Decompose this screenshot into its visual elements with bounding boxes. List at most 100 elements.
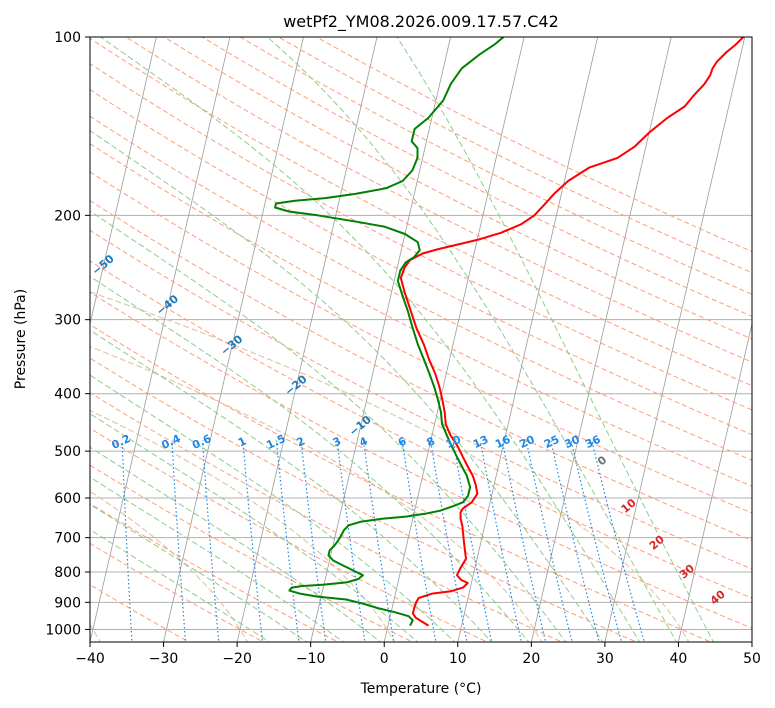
x-axis-ticks: −40 −30 −20 −10 0 10 20 30 40 50 [75,642,761,667]
mixing-ratio-line [300,440,327,642]
mixing-ratio-line [591,440,645,642]
mixing-ratio-line [336,440,366,642]
x-tick-label: 20 [522,651,540,667]
mixing-ratio-line [501,440,547,642]
dry-adiabats [90,37,752,642]
mixing-ratio-label: 30 [562,433,582,451]
mixing-ratio-label: 25 [542,433,561,451]
dry-adiabat [90,291,752,629]
mixing-ratio-line [570,440,623,642]
chart-title: wetPf2_YM08.2026.009.17.57.C42 [283,12,559,32]
moist-adiabat [90,476,345,642]
x-tick-label: 10 [449,651,467,667]
x-tick-label: 30 [596,651,614,667]
isotherm-line [90,37,231,642]
mixing-ratio-label: 10 [444,433,464,451]
temperature-profile-line [399,37,745,627]
mixing-ratio-line [429,440,468,642]
moist-adiabats [90,37,714,642]
upper-isotherm-curve [90,291,690,642]
moist-adiabat [267,37,678,642]
upper-isotherm-curve [90,409,396,642]
mixing-ratio-lines [121,440,645,642]
moist-adiabat [90,130,604,642]
profile-series [274,37,745,627]
isotherm-line [604,37,746,642]
dry-adiabat [90,115,752,461]
upper-isotherm-curve [90,490,249,642]
x-tick-label: −10 [296,651,326,667]
isotherm-line [457,37,599,642]
y-tick-label: 1000 [45,622,81,638]
dry-adiabat [90,503,339,642]
x-axis-label: Temperature (°C) [360,681,482,697]
isotherm-line [383,37,525,642]
mixing-ratio-line [401,440,437,642]
dry-adiabat [90,260,752,599]
x-tick-label: −40 [75,651,105,667]
mixing-ratio-line [121,440,133,642]
dry-adiabat [90,392,563,642]
dry-adiabat [90,200,752,542]
mixing-ratio-line [171,440,187,642]
dry-adiabat [90,63,752,411]
isotherm-line [530,37,672,642]
mixing-ratio-label: 16 [493,433,513,451]
x-tick-label: −20 [222,651,252,667]
moist-adiabat [90,329,493,642]
y-tick-label: 600 [54,491,81,507]
mixing-ratio-line [452,440,493,642]
moist-adiabat [90,275,530,642]
mixing-ratio-line [525,440,573,642]
x-tick-label: 0 [380,651,389,667]
mixing-ratio-label: 20 [517,433,537,451]
moist-adiabat [90,413,419,642]
y-tick-label: 700 [54,531,81,547]
isotherm-gridlines [90,37,752,642]
isotherm-line [310,37,451,642]
moist-adiabat [396,37,714,642]
y-tick-label: 400 [54,387,81,403]
dry-adiabat [90,229,752,570]
isobar-gridlines [90,37,752,630]
y-axis-label: Pressure (hPa) [13,289,29,389]
dry-adiabat [90,89,752,436]
moist-adiabat [90,210,567,642]
dry-adiabat [239,37,752,295]
moist-adiabat [90,446,382,642]
mixing-ratio-label: 13 [471,433,490,451]
y-tick-label: 800 [54,565,81,581]
dry-adiabat [201,37,752,317]
plot-frame [89,36,753,643]
isotherm-line [236,37,378,642]
dry-adiabat [90,143,752,487]
mixing-ratio-label: 36 [583,433,603,451]
dewpoint-profile-line [274,37,505,627]
y-tick-label: 100 [54,30,81,46]
mixing-ratio-line [201,440,220,642]
isotherm-line [678,322,752,642]
dry-adiabat [90,324,713,642]
isotherm-line [163,37,304,642]
mixing-ratio-line [275,440,300,642]
moist-adiabat [90,503,308,642]
plot-area: 0.10.20.40.611.52346810131620253036−100−… [90,37,752,642]
dry-adiabat [90,584,190,642]
moist-adiabat [90,374,456,642]
x-tick-label: 50 [743,651,761,667]
dry-adiabat [90,427,489,642]
x-tick-label: −30 [149,651,179,667]
mixing-ratio-line [479,440,523,642]
x-tick-label: 40 [670,651,688,667]
y-tick-label: 300 [54,313,81,329]
dry-adiabat [90,171,752,514]
y-tick-label: 200 [54,208,81,224]
moist-adiabat [100,37,641,642]
mixing-ratio-line [550,440,600,642]
y-axis-ticks: 100 200 300 400 500 600 700 800 900 1000 [45,30,90,638]
isotherm-line [90,37,157,326]
mixing-ratio-line [362,440,395,642]
mixing-ratio-line [242,440,264,642]
y-tick-label: 900 [54,595,81,611]
